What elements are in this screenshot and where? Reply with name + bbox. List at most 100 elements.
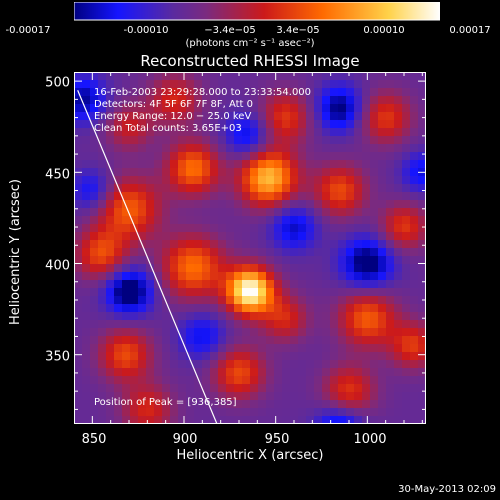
heatmap-cell xyxy=(370,320,379,329)
heatmap-cell xyxy=(378,264,387,273)
heatmap-cell xyxy=(290,408,299,417)
heatmap-cell xyxy=(370,232,379,241)
heatmap-cell xyxy=(314,376,323,385)
heatmap-cell xyxy=(354,152,363,161)
heatmap-cell xyxy=(386,160,395,169)
heatmap-cell xyxy=(274,280,283,289)
heatmap-cell xyxy=(82,144,91,153)
heatmap-cell xyxy=(186,232,195,241)
heatmap-cell xyxy=(258,384,267,393)
heatmap-cell xyxy=(402,288,411,297)
heatmap-cell xyxy=(242,280,251,289)
heatmap-cell xyxy=(410,312,419,321)
heatmap-cell xyxy=(266,256,275,265)
heatmap-cell xyxy=(394,344,403,353)
heatmap-cell xyxy=(106,88,115,97)
heatmap-cell xyxy=(122,400,131,409)
heatmap-cell xyxy=(386,184,395,193)
heatmap-cell xyxy=(402,400,411,409)
heatmap-cell xyxy=(338,176,347,185)
heatmap-cell xyxy=(130,120,139,129)
heatmap-cell xyxy=(98,312,107,321)
heatmap-cell xyxy=(394,256,403,265)
heatmap-cell xyxy=(154,296,163,305)
heatmap-cell xyxy=(362,400,371,409)
heatmap-cell xyxy=(290,368,299,377)
heatmap-cell xyxy=(410,192,419,201)
heatmap-cell xyxy=(234,288,243,297)
heatmap-cell xyxy=(218,400,227,409)
heatmap-cell xyxy=(410,232,419,241)
heatmap-cell xyxy=(386,144,395,153)
heatmap-cell xyxy=(266,368,275,377)
heatmap-cell xyxy=(378,72,387,81)
heatmap-cell xyxy=(330,152,339,161)
heatmap-cell xyxy=(378,112,387,121)
heatmap-cell xyxy=(130,176,139,185)
heatmap-cell xyxy=(354,392,363,401)
heatmap-cell xyxy=(362,288,371,297)
heatmap-cell xyxy=(258,136,267,145)
heatmap-cell xyxy=(330,272,339,281)
heatmap-cell xyxy=(306,80,315,89)
heatmap-cell xyxy=(370,176,379,185)
heatmap-cell xyxy=(82,344,91,353)
heatmap-cell xyxy=(186,400,195,409)
heatmap-cell xyxy=(282,72,291,81)
heatmap-cell xyxy=(322,272,331,281)
heatmap-cell xyxy=(266,136,275,145)
heatmap-cell xyxy=(322,80,331,89)
heatmap-cell xyxy=(234,176,243,185)
heatmap-cell xyxy=(138,336,147,345)
heatmap-cell xyxy=(370,96,379,105)
heatmap-cell xyxy=(370,352,379,361)
heatmap-cell xyxy=(162,112,171,121)
heatmap-cell xyxy=(370,160,379,169)
heatmap-cell xyxy=(266,192,275,201)
heatmap-cell xyxy=(346,280,355,289)
heatmap-cell xyxy=(354,416,363,424)
heatmap-cell xyxy=(410,392,419,401)
heatmap-cell xyxy=(122,376,131,385)
heatmap-cell xyxy=(162,160,171,169)
heatmap-cell xyxy=(122,320,131,329)
heatmap-cell xyxy=(98,272,107,281)
heatmap-cell xyxy=(74,344,83,353)
heatmap-cell xyxy=(162,344,171,353)
colorbar-tick: 0.00010 xyxy=(363,25,405,36)
heatmap-cell xyxy=(394,104,403,113)
heatmap-cell xyxy=(362,272,371,281)
heatmap-cell xyxy=(362,280,371,289)
heatmap-cell xyxy=(114,248,123,257)
heatmap-cell xyxy=(202,336,211,345)
heatmap-cell xyxy=(186,256,195,265)
heatmap-cell xyxy=(234,160,243,169)
heatmap-cell xyxy=(394,152,403,161)
heatmap-cell xyxy=(186,304,195,313)
heatmap-cell xyxy=(250,152,259,161)
heatmap-cell xyxy=(250,112,259,121)
heatmap-cell xyxy=(74,312,83,321)
heatmap-cell xyxy=(202,240,211,249)
heatmap-cell xyxy=(186,360,195,369)
heatmap-cell xyxy=(306,144,315,153)
heatmap-cell xyxy=(226,344,235,353)
heatmap-cell xyxy=(194,232,203,241)
heatmap-cell xyxy=(314,128,323,137)
heatmap-cell xyxy=(194,128,203,137)
heatmap-cell xyxy=(146,352,155,361)
heatmap-cell xyxy=(210,72,219,81)
heatmap-cell xyxy=(74,368,83,377)
heatmap-cell xyxy=(322,344,331,353)
heatmap-cell xyxy=(370,280,379,289)
heatmap-cell xyxy=(410,152,419,161)
heatmap-cell xyxy=(370,240,379,249)
heatmap-cell xyxy=(402,128,411,137)
heatmap-cell xyxy=(274,88,283,97)
heatmap-cell xyxy=(194,176,203,185)
heatmap-cell xyxy=(418,304,426,313)
heatmap-cell xyxy=(322,184,331,193)
heatmap-cell xyxy=(114,80,123,89)
heatmap-cell xyxy=(106,160,115,169)
heatmap-cell xyxy=(386,320,395,329)
